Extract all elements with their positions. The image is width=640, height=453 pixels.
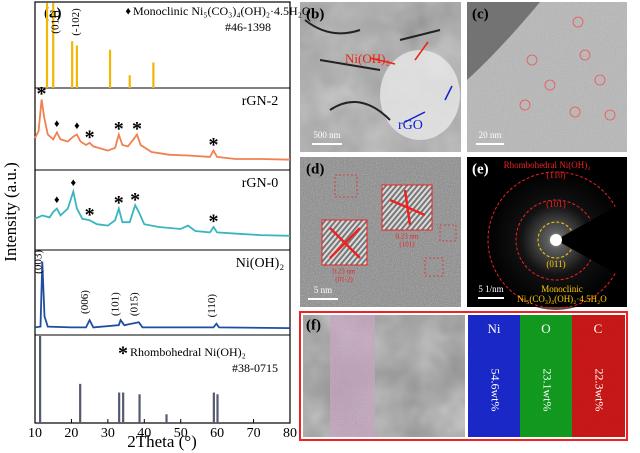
x-tick-label: 10: [28, 426, 42, 441]
diffraction-title: Rhombohedral Ni(OH)₂: [504, 160, 591, 170]
plane-label: (101): [399, 241, 415, 249]
series-name: rGN-2: [242, 94, 279, 109]
peak-marker: *: [130, 189, 140, 211]
peak-label: (-102): [70, 8, 82, 36]
scale-label: 20 nm: [479, 130, 502, 140]
peak-label: (006): [79, 290, 91, 314]
ring-label: (011): [546, 259, 565, 269]
reference-name: Monoclinic Ni₅(CO₃)₄(OH)₂·4.5H₂O: [133, 4, 311, 18]
x-tick-label: 80: [283, 426, 297, 441]
panel-label: (e): [472, 161, 489, 177]
peak-marker: *: [37, 83, 47, 105]
reference-name: Rhombohedral Ni(OH)₂: [130, 345, 246, 359]
panel-label: (f): [306, 317, 321, 333]
reference-symbol: ♦: [125, 6, 131, 18]
xrd-curve: [34, 188, 291, 237]
panel-b: [300, 2, 461, 152]
monoclinic-label: Ni₅(CO₃)₄(OH)₂·4.5H₂O: [517, 294, 607, 304]
x-tick-label: 60: [210, 426, 224, 441]
peak-marker: *: [114, 192, 124, 214]
reference-symbol: *: [118, 343, 128, 365]
ring-label: (101): [546, 199, 566, 209]
series-name: Ni(OH)₂: [236, 256, 285, 271]
x-tick-label: 30: [101, 426, 115, 441]
y-axis-label: Intensity (a.u.): [1, 162, 20, 262]
peak-label: (011): [50, 10, 62, 34]
panel-d: [300, 157, 461, 307]
wt-label: 54.6wt%: [488, 369, 502, 412]
peak-marker: *: [209, 211, 219, 233]
series-name: rGN-0: [242, 176, 279, 191]
panel-label: (b): [306, 6, 324, 22]
x-axis-label: 2Theta (°): [127, 432, 197, 451]
scale-label: 500 nm: [313, 130, 340, 140]
panel-f: [299, 311, 628, 441]
reference-code: #46-1398: [225, 20, 271, 34]
x-tick-label: 70: [247, 426, 261, 441]
plane-label: (01-2): [335, 276, 353, 284]
monoclinic-label: Monoclinic: [541, 284, 583, 294]
scale-label: 5 nm: [314, 285, 332, 295]
peak-marker: *: [85, 126, 95, 148]
peak-marker: ♦: [70, 177, 76, 189]
x-tick-label: 20: [64, 426, 78, 441]
fringe-label: 0.23 nm: [333, 268, 357, 276]
peak-marker: ♦: [74, 120, 80, 132]
peak-marker: ♦: [54, 118, 60, 130]
xrd-curve: [34, 261, 291, 329]
peak-label: (015): [128, 292, 140, 316]
peak-label: (110): [206, 294, 218, 318]
element-label: O: [541, 321, 550, 336]
peak-label: (101): [109, 292, 121, 316]
panel-e: [467, 157, 627, 310]
panel-label: (c): [472, 6, 489, 22]
scale-label: 5 1/nm: [478, 284, 503, 294]
wt-label: 23.1wt%: [540, 369, 554, 412]
peak-marker: *: [85, 204, 95, 226]
panel-label: (d): [306, 161, 324, 177]
peak-label: (003): [33, 250, 45, 274]
element-label: C: [594, 321, 603, 336]
ring-label: (110): [546, 170, 565, 180]
xrd-curve: [34, 99, 291, 161]
x-tick-label: 40: [137, 426, 151, 441]
fringe-label: 0.23 nm: [396, 233, 420, 241]
element-label: Ni: [488, 321, 501, 336]
panel-c: [467, 2, 627, 152]
reference-code: #38-0715: [232, 361, 278, 375]
wt-label: 22.3wt%: [592, 369, 606, 412]
label-ni: Ni(OH)₂: [345, 51, 390, 66]
peak-marker: *: [209, 134, 219, 156]
peak-marker: *: [114, 118, 124, 140]
panel-a: Intensity (a.u.) 2Theta (°): [1, 1, 291, 451]
label-rgo: rGO: [398, 118, 423, 133]
x-tick-label: 50: [174, 426, 188, 441]
peak-marker: *: [132, 118, 142, 140]
peak-marker: ♦: [54, 194, 60, 206]
